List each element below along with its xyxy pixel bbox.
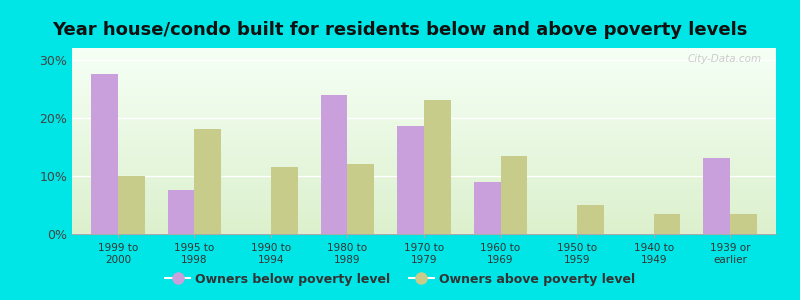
- Bar: [118, 176, 145, 234]
- Bar: [72, 115, 776, 119]
- Bar: [321, 94, 347, 234]
- Bar: [72, 59, 776, 63]
- Bar: [72, 100, 776, 104]
- Bar: [72, 186, 776, 189]
- Bar: [72, 74, 776, 78]
- Bar: [72, 141, 776, 145]
- Bar: [72, 122, 776, 126]
- Bar: [72, 219, 776, 223]
- Bar: [72, 104, 776, 107]
- Bar: [72, 152, 776, 156]
- Bar: [72, 67, 776, 70]
- Bar: [72, 119, 776, 122]
- Bar: [72, 107, 776, 111]
- Bar: [72, 148, 776, 152]
- Legend: Owners below poverty level, Owners above poverty level: Owners below poverty level, Owners above…: [160, 268, 640, 291]
- Bar: [168, 190, 194, 234]
- Bar: [72, 178, 776, 182]
- Bar: [72, 126, 776, 130]
- Bar: [72, 226, 776, 230]
- Bar: [72, 200, 776, 204]
- Bar: [72, 48, 776, 52]
- Bar: [72, 145, 776, 148]
- Bar: [72, 197, 776, 200]
- Bar: [72, 93, 776, 96]
- Bar: [72, 111, 776, 115]
- Bar: [72, 163, 776, 167]
- Bar: [72, 96, 776, 100]
- Text: Year house/condo built for residents below and above poverty levels: Year house/condo built for residents bel…: [52, 21, 748, 39]
- Bar: [72, 160, 776, 163]
- Bar: [72, 52, 776, 56]
- Bar: [654, 214, 680, 234]
- Bar: [72, 85, 776, 89]
- Bar: [398, 127, 424, 234]
- Bar: [72, 204, 776, 208]
- Bar: [72, 78, 776, 82]
- Text: City-Data.com: City-Data.com: [688, 54, 762, 64]
- Bar: [72, 82, 776, 85]
- Bar: [72, 56, 776, 59]
- Bar: [72, 182, 776, 186]
- Bar: [194, 129, 222, 234]
- Bar: [501, 155, 527, 234]
- Bar: [72, 70, 776, 74]
- Bar: [577, 205, 604, 234]
- Bar: [72, 189, 776, 193]
- Bar: [347, 164, 374, 234]
- Bar: [72, 156, 776, 160]
- Bar: [72, 212, 776, 215]
- Bar: [91, 74, 118, 234]
- Bar: [72, 137, 776, 141]
- Bar: [72, 89, 776, 93]
- Bar: [72, 193, 776, 197]
- Bar: [271, 167, 298, 234]
- Bar: [72, 230, 776, 234]
- Bar: [72, 208, 776, 212]
- Bar: [72, 130, 776, 134]
- Bar: [72, 223, 776, 226]
- Bar: [72, 215, 776, 219]
- Bar: [424, 100, 450, 234]
- Bar: [72, 171, 776, 175]
- Bar: [72, 175, 776, 178]
- Bar: [72, 63, 776, 67]
- Bar: [474, 182, 501, 234]
- Bar: [72, 134, 776, 137]
- Bar: [703, 158, 730, 234]
- Bar: [730, 214, 757, 234]
- Bar: [72, 167, 776, 171]
